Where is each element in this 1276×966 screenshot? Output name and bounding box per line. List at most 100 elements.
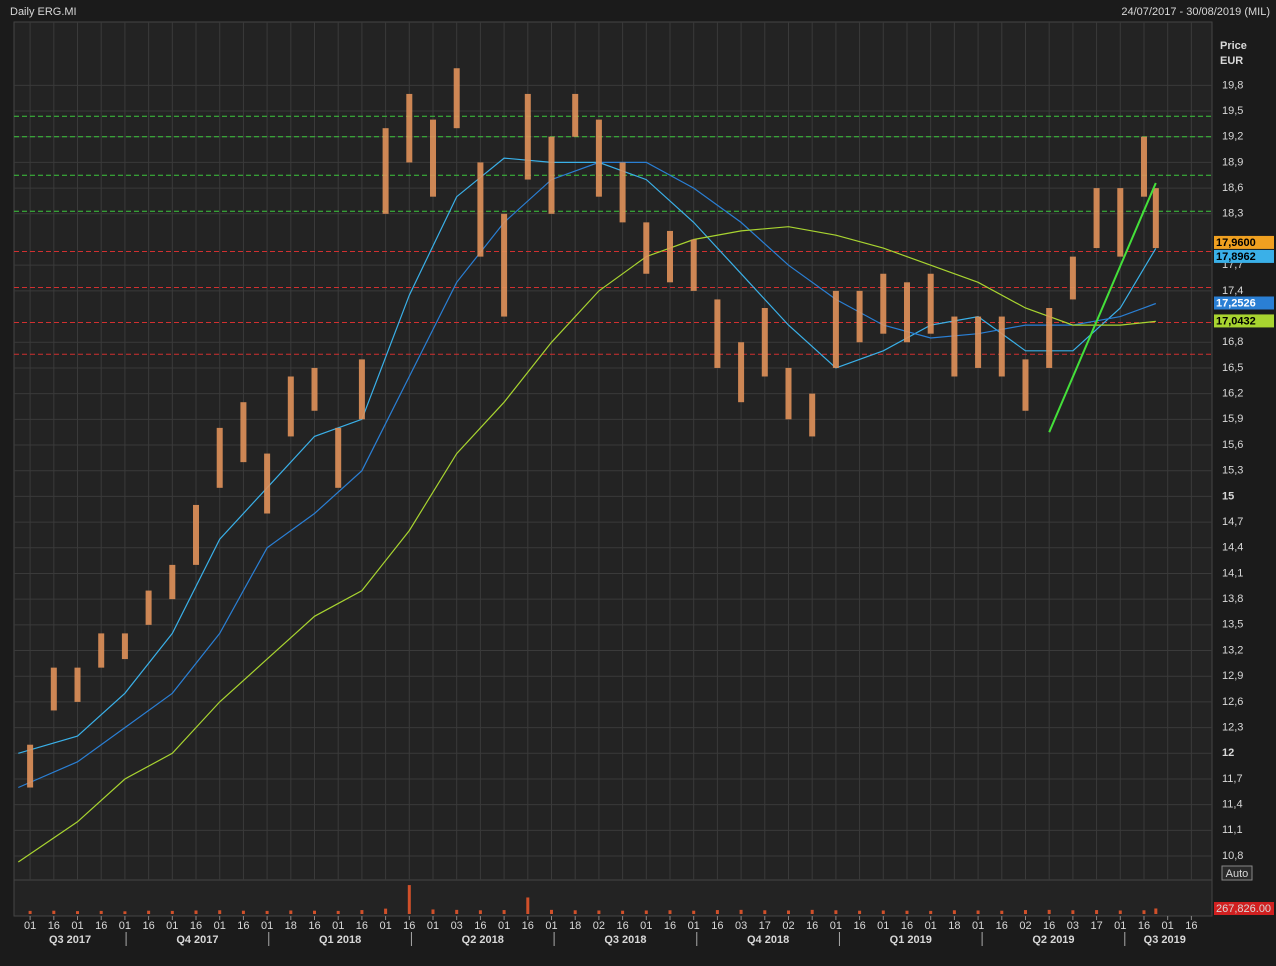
volume-bar: [170, 910, 174, 914]
x-tick-label: 01: [830, 920, 842, 932]
x-tick-label: 01: [71, 920, 83, 932]
price-bar: [619, 162, 626, 223]
x-tick-label: 16: [1185, 920, 1197, 932]
quarter-label: Q3 2017: [49, 934, 91, 946]
price-bar: [856, 290, 863, 343]
x-tick-label: 01: [166, 920, 178, 932]
price-bar: [951, 316, 958, 377]
volume-bar: [313, 910, 317, 914]
y-tick-label: 10,8: [1222, 850, 1243, 862]
x-tick-label: 01: [119, 920, 131, 932]
price-bar: [335, 427, 342, 488]
quarter-label: Q3 2018: [604, 934, 646, 946]
last-value-box: [1214, 249, 1274, 263]
volume-bar: [1047, 909, 1051, 914]
x-tick-label: 01: [925, 920, 937, 932]
x-tick-label: 16: [142, 920, 154, 932]
quarter-label: Q1 2019: [890, 934, 932, 946]
volume-bar: [1023, 910, 1027, 914]
last-value-box: [1214, 296, 1274, 310]
x-tick-label: 16: [664, 920, 676, 932]
x-tick-label: 02: [593, 920, 605, 932]
price-bar: [287, 376, 294, 437]
x-tick-label: 17: [759, 920, 771, 932]
price-bar: [193, 504, 200, 565]
x-tick-label: 16: [1138, 920, 1150, 932]
y-tick-label: 13,2: [1222, 644, 1243, 656]
auto-button-label[interactable]: Auto: [1226, 868, 1249, 880]
x-tick-label: 01: [214, 920, 226, 932]
price-bar: [74, 667, 81, 702]
volume-bar: [739, 909, 743, 914]
quarter-label: Q1 2018: [319, 934, 361, 946]
volume-bar: [668, 910, 672, 914]
price-bar: [1022, 359, 1029, 411]
volume-bar: [241, 910, 245, 914]
x-tick-label: 16: [474, 920, 486, 932]
volume-bar: [147, 910, 151, 914]
price-bar: [903, 282, 910, 343]
x-tick-label: 16: [237, 920, 249, 932]
y-tick-label: 19,8: [1222, 79, 1243, 91]
x-tick-label: 01: [427, 920, 439, 932]
price-bar: [501, 213, 508, 317]
x-tick-label: 16: [616, 920, 628, 932]
quarter-label: Q4 2017: [176, 934, 218, 946]
last-value-box: [1214, 314, 1274, 328]
x-tick-label: 01: [640, 920, 652, 932]
volume-bar: [478, 910, 482, 914]
volume-bar: [929, 910, 933, 914]
volume-bar: [28, 910, 32, 914]
volume-bar: [573, 910, 577, 914]
price-bar: [1069, 256, 1076, 300]
volume-bar: [976, 910, 980, 914]
x-tick-label: 16: [806, 920, 818, 932]
x-tick-label: 16: [95, 920, 107, 932]
volume-bar: [52, 910, 56, 914]
price-bar: [1140, 136, 1147, 197]
price-bar: [1093, 188, 1100, 249]
x-tick-label: 16: [1043, 920, 1055, 932]
price-bar: [382, 128, 389, 214]
price-bar: [548, 136, 555, 214]
y-tick-label: 14,7: [1222, 516, 1243, 528]
volume-bar: [858, 910, 862, 914]
x-tick-label: 16: [190, 920, 202, 932]
volume-bar: [597, 910, 601, 914]
price-bar: [524, 93, 531, 180]
price-bar: [50, 667, 57, 711]
x-tick-label: 16: [522, 920, 534, 932]
x-tick-label: 16: [853, 920, 865, 932]
y-axis-unit: EUR: [1220, 55, 1243, 67]
volume-bar: [1071, 910, 1075, 914]
price-bar: [998, 316, 1005, 377]
volume-bar: [1154, 908, 1158, 914]
volume-bar: [99, 910, 103, 914]
x-tick-label: 03: [451, 920, 463, 932]
x-tick-label: 16: [308, 920, 320, 932]
price-bar: [975, 316, 982, 368]
y-tick-label: 18,6: [1222, 182, 1243, 194]
x-tick-label: 03: [735, 920, 747, 932]
volume-bar: [336, 910, 340, 914]
price-bar: [358, 359, 365, 420]
price-bar: [738, 342, 745, 403]
volume-bar: [431, 909, 435, 914]
auto-button[interactable]: [1221, 865, 1253, 881]
volume-bar: [502, 910, 506, 914]
x-tick-label: 01: [24, 920, 36, 932]
trendline: [1048, 182, 1157, 433]
price-bar: [477, 162, 484, 257]
y-tick-label: 11,1: [1222, 824, 1243, 836]
x-tick-label: 16: [403, 920, 415, 932]
volume-bar: [218, 910, 222, 914]
chart-subtitle: 24/07/2017 - 30/08/2019 (MIL): [1121, 6, 1270, 18]
y-tick-label: 15,3: [1222, 465, 1243, 477]
y-tick-label: 12,3: [1222, 721, 1243, 733]
price-bar: [714, 299, 721, 368]
y-tick-label: 12: [1222, 747, 1234, 759]
x-tick-label: 01: [498, 920, 510, 932]
x-tick-label: 01: [1114, 920, 1126, 932]
y-tick-label: 14,4: [1222, 542, 1243, 554]
price-bar: [595, 119, 602, 197]
